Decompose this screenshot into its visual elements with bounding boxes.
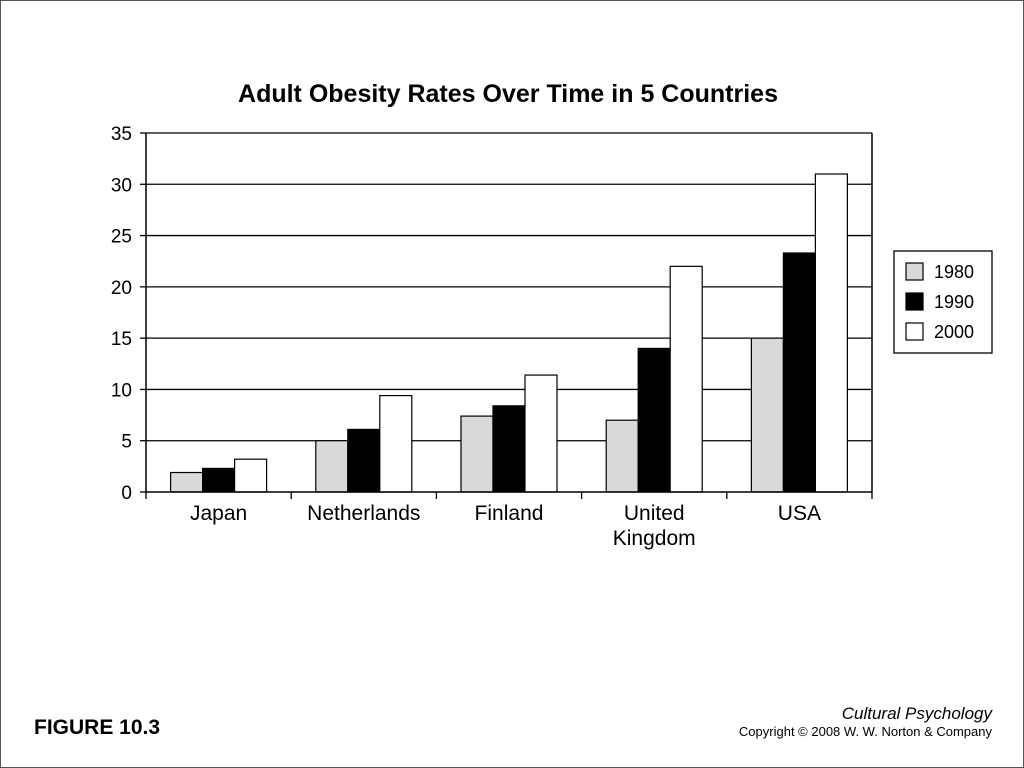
bar-1980 <box>750 337 785 493</box>
x-tick-label: Kingdom <box>613 527 696 550</box>
bar-2000 <box>379 394 413 493</box>
legend-swatch-1990 <box>905 292 924 311</box>
legend-swatch-2000 <box>905 322 924 341</box>
x-tick-label: United <box>624 502 685 525</box>
legend-swatch-1980 <box>905 262 924 281</box>
book-title: Cultural Psychology <box>841 704 992 723</box>
bar-1980 <box>460 415 494 493</box>
legend-label-2000: 2000 <box>934 322 974 342</box>
bar-1980 <box>315 440 349 493</box>
y-tick-label: 25 <box>111 227 132 248</box>
bar-1990 <box>202 467 236 493</box>
bar-1990 <box>782 252 817 493</box>
y-tick-label: 5 <box>121 432 132 453</box>
bar-2000 <box>524 374 558 493</box>
bar-1990 <box>492 405 526 493</box>
y-tick-label: 10 <box>111 380 132 401</box>
bar-2000 <box>234 458 268 493</box>
y-tick-label: 20 <box>111 278 132 299</box>
figure-label: FIGURE 10.3 <box>34 716 161 739</box>
y-tick-label: 30 <box>111 175 132 196</box>
y-tick-label: 15 <box>111 329 132 350</box>
legend: 1980 1990 2000 <box>893 250 993 354</box>
bar-1990 <box>637 347 671 493</box>
bar-2000 <box>669 265 703 493</box>
bar-1980 <box>170 471 204 493</box>
copyright-notice: Copyright © 2008 W. W. Norton & Company <box>738 724 992 739</box>
x-tick-label: Netherlands <box>307 502 420 525</box>
bar-2000 <box>814 173 849 493</box>
axes: 0 5 10 15 20 25 30 35 Japan Netherlands Finland Uni… <box>111 124 873 550</box>
y-tick-label: 0 <box>121 483 132 504</box>
bars <box>170 173 849 493</box>
y-tick-label: 35 <box>111 124 132 145</box>
x-tick-label: Finland <box>475 502 544 525</box>
chart-title: Adult Obesity Rates Over Time in 5 Count… <box>238 80 778 108</box>
bar-1980 <box>605 419 639 493</box>
bar-1990 <box>347 428 381 493</box>
x-tick-label: Japan <box>190 502 247 525</box>
legend-label-1980: 1980 <box>934 262 974 282</box>
x-tick-label: USA <box>778 502 821 525</box>
legend-label-1990: 1990 <box>934 292 974 312</box>
